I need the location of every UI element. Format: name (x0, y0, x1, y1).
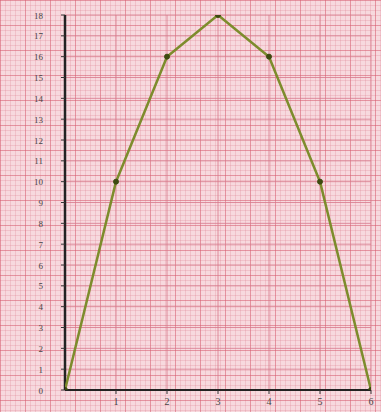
data-point (369, 388, 372, 391)
x-tick (218, 390, 219, 394)
data-point (114, 179, 119, 184)
y-tick (61, 306, 65, 307)
grid-line (320, 15, 321, 390)
data-point (318, 179, 323, 184)
y-tick (61, 77, 65, 78)
grid-line (167, 15, 168, 390)
y-tick (61, 160, 65, 161)
y-tick-label: 9 (39, 198, 44, 208)
y-tick (61, 181, 65, 182)
x-tick (116, 390, 117, 394)
y-tick (61, 119, 65, 120)
x-tick (320, 390, 321, 394)
y-tick-label: 10 (34, 177, 44, 187)
y-tick (61, 56, 65, 57)
y-tick-label: 4 (39, 302, 44, 312)
chart: 0123456789101112131415161718123456 (0, 0, 381, 412)
grid-line (218, 15, 219, 390)
x-tick-label: 2 (165, 396, 170, 407)
data-line (65, 15, 371, 390)
y-tick-label: 6 (39, 261, 44, 271)
y-tick (61, 390, 65, 391)
y-tick-label: 8 (39, 219, 44, 229)
y-tick-label: 18 (34, 11, 44, 21)
y-tick (61, 140, 65, 141)
y-tick (61, 98, 65, 99)
data-point (216, 15, 221, 18)
y-tick-label: 16 (34, 52, 44, 62)
y-tick-label: 3 (39, 323, 44, 333)
data-point (65, 388, 68, 391)
y-tick-label: 7 (39, 240, 44, 250)
data-point (267, 54, 272, 59)
grid-line (269, 15, 270, 390)
y-tick-label: 2 (39, 344, 44, 354)
y-tick-label: 15 (34, 73, 44, 83)
x-tick-label: 4 (267, 396, 272, 407)
x-tick-label: 1 (114, 396, 119, 407)
y-tick (61, 202, 65, 203)
x-tick (269, 390, 270, 394)
x-tick-label: 5 (318, 396, 323, 407)
y-tick-label: 1 (39, 365, 44, 375)
y-tick-label: 12 (34, 136, 43, 146)
data-point (165, 54, 170, 59)
x-tick-label: 6 (369, 396, 374, 407)
grid-line (371, 15, 372, 390)
y-tick-label: 13 (34, 115, 44, 125)
x-tick (371, 390, 372, 394)
y-tick (61, 369, 65, 370)
y-tick (61, 223, 65, 224)
y-tick (61, 285, 65, 286)
y-tick-label: 14 (34, 94, 44, 104)
y-tick (61, 15, 65, 16)
x-tick (167, 390, 168, 394)
y-tick (61, 244, 65, 245)
y-tick-label: 17 (34, 31, 44, 41)
y-tick-label: 0 (39, 386, 44, 396)
x-tick-label: 3 (216, 396, 221, 407)
y-tick (61, 348, 65, 349)
y-tick (61, 35, 65, 36)
y-tick-label: 5 (39, 281, 44, 291)
y-tick-label: 11 (34, 156, 43, 166)
grid-line (116, 15, 117, 390)
y-tick (61, 327, 65, 328)
y-tick (61, 265, 65, 266)
plot-area (65, 15, 371, 390)
